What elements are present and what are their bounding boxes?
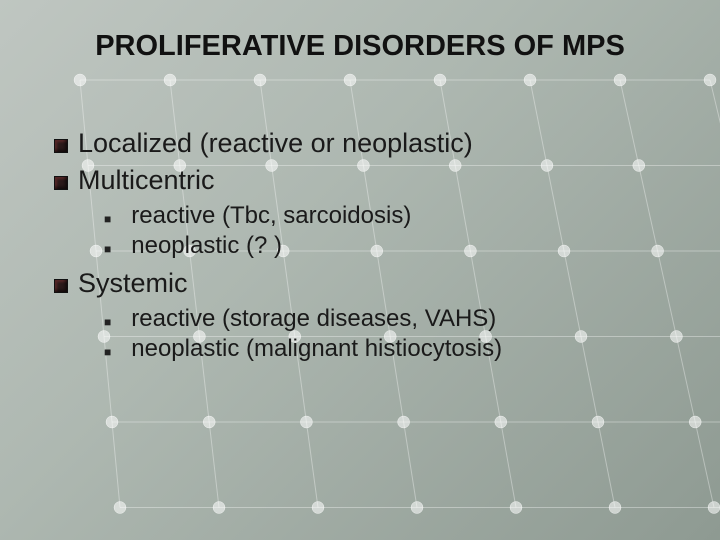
slide-body: Localized (reactive or neoplastic) Multi… <box>54 128 680 371</box>
sub-list-item-text: reactive (Tbc, sarcoidosis) <box>131 202 411 230</box>
list-item: Systemic <box>54 268 680 299</box>
list-item: Multicentric <box>54 165 680 196</box>
small-square-bullet-icon: ■ <box>104 212 111 226</box>
sub-list-item: ■ reactive (Tbc, sarcoidosis) <box>104 202 680 230</box>
sub-list-item: ■ neoplastic (? ) <box>104 232 680 260</box>
list-item: Localized (reactive or neoplastic) <box>54 128 680 159</box>
small-square-bullet-icon: ■ <box>104 242 111 256</box>
list-item-text: Localized (reactive or neoplastic) <box>78 128 473 159</box>
sub-list-item-text: reactive (storage diseases, VAHS) <box>131 305 496 333</box>
list-item-text: Systemic <box>78 268 188 299</box>
small-square-bullet-icon: ■ <box>104 345 111 359</box>
sub-list: ■ reactive (storage diseases, VAHS) ■ ne… <box>104 305 680 363</box>
slide-title: PROLIFERATIVE DISORDERS OF MPS <box>0 30 720 63</box>
small-square-bullet-icon: ■ <box>104 315 111 329</box>
square-bullet-icon <box>54 139 68 153</box>
sub-list-item: ■ reactive (storage diseases, VAHS) <box>104 305 680 333</box>
sub-list-item: ■ neoplastic (malignant histiocytosis) <box>104 335 680 363</box>
sub-list: ■ reactive (Tbc, sarcoidosis) ■ neoplast… <box>104 202 680 260</box>
sub-list-item-text: neoplastic (malignant histiocytosis) <box>131 335 502 363</box>
sub-list-item-text: neoplastic (? ) <box>131 232 282 260</box>
square-bullet-icon <box>54 279 68 293</box>
square-bullet-icon <box>54 176 68 190</box>
list-item-text: Multicentric <box>78 165 215 196</box>
slide: PROLIFERATIVE DISORDERS OF MPS Localized… <box>0 0 720 540</box>
